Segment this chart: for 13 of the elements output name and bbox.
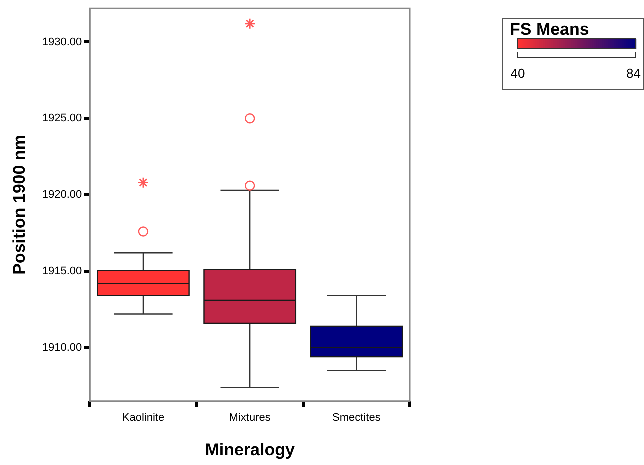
- color-bar-label: 84: [626, 66, 642, 81]
- x-tick-label: Mixtures: [229, 412, 272, 424]
- y-tick-label: 1920.00: [42, 189, 82, 202]
- y-axis-title: Position 1900 nm: [10, 135, 29, 275]
- x-axis-title: Mineralogy: [205, 440, 296, 460]
- y-tick-label: 1915.00: [42, 266, 82, 278]
- color-bar-label: 40: [510, 66, 526, 81]
- y-tick-label: 1925.00: [42, 112, 82, 125]
- x-tick-label: Smectites: [332, 412, 382, 424]
- y-tick-label: 1910.00: [42, 342, 82, 354]
- x-tick-label: Kaolinite: [122, 412, 165, 424]
- color-bar-title: FS Means: [510, 20, 590, 39]
- y-tick-label: 1930.00: [42, 36, 82, 48]
